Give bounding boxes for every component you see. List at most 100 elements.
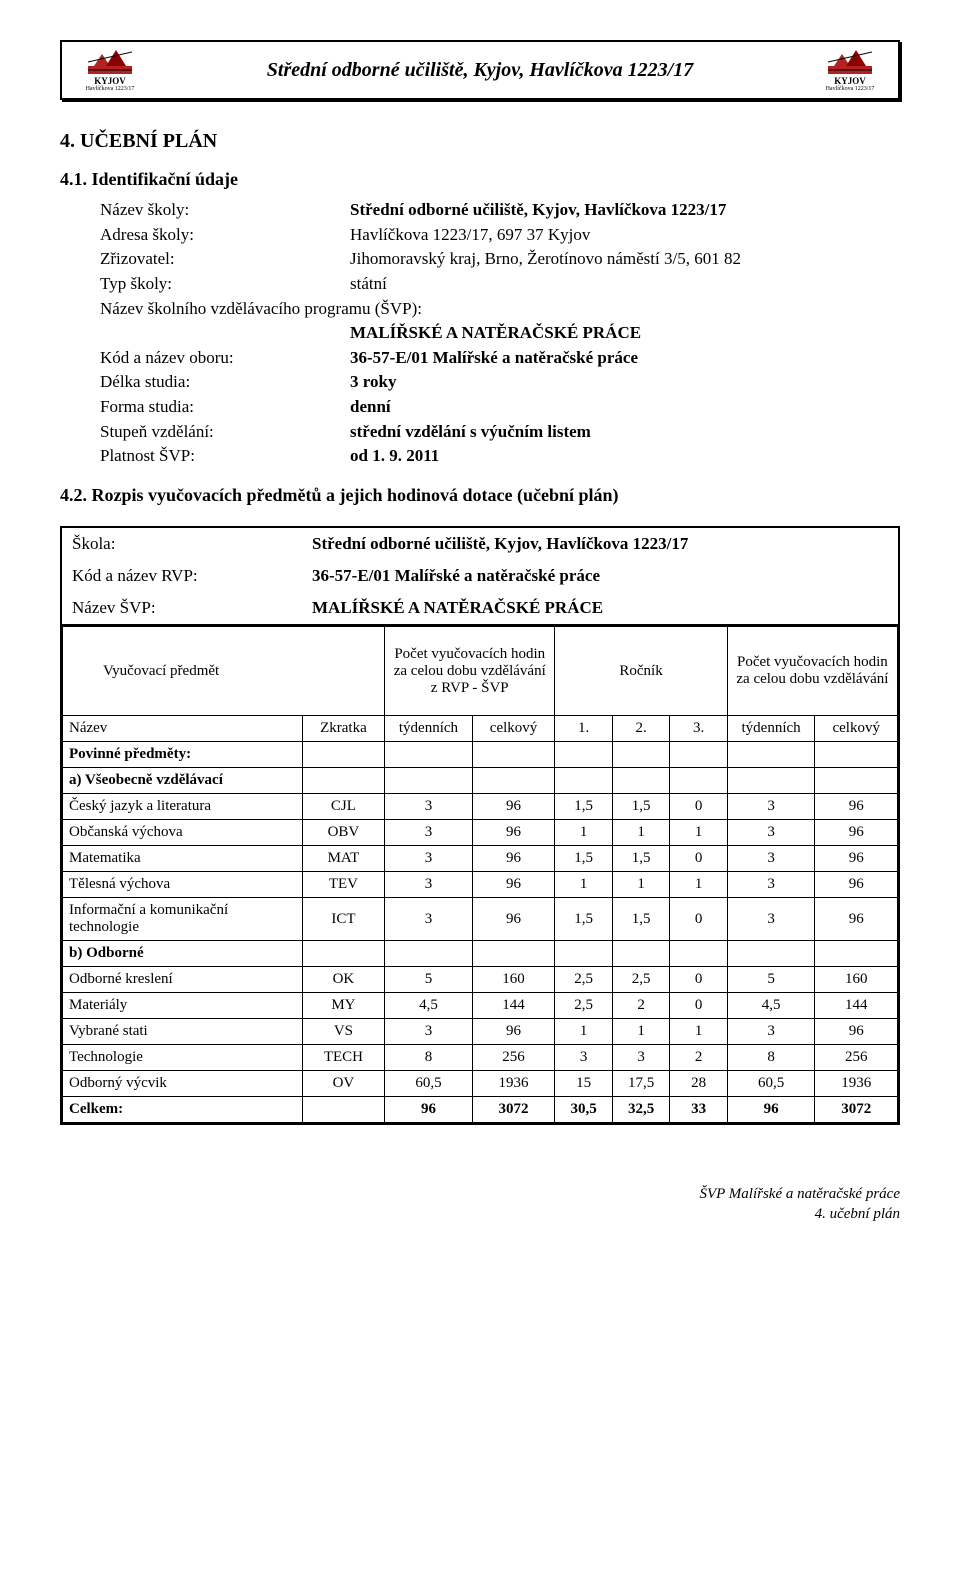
cell: 1,5 bbox=[555, 794, 613, 820]
cell: ICT bbox=[302, 898, 384, 941]
cell: 96 bbox=[472, 820, 555, 846]
cell: 32,5 bbox=[612, 1097, 670, 1123]
th-weekly: týdenních bbox=[385, 716, 473, 742]
info-value: MALÍŘSKÉ A NATĚRAČSKÉ PRÁCE bbox=[302, 592, 899, 625]
cell: 5 bbox=[727, 967, 815, 993]
cell: 0 bbox=[670, 993, 727, 1019]
cell: 3 bbox=[612, 1045, 670, 1071]
cell: Český jazyk a literatura bbox=[63, 794, 303, 820]
cell: 144 bbox=[815, 993, 898, 1019]
ident-grid: Název školy: Střední odborné učiliště, K… bbox=[100, 198, 900, 469]
cell: 3 bbox=[385, 1019, 473, 1045]
cell: 3 bbox=[555, 1045, 613, 1071]
cell: 0 bbox=[670, 967, 727, 993]
th-abbr: Zkratka bbox=[302, 716, 384, 742]
th-group2: Ročník bbox=[555, 627, 727, 716]
cell: 3 bbox=[727, 820, 815, 846]
logo-left: KYJOV Havlíčkova 1223/17 bbox=[70, 46, 150, 94]
th-group1: Počet vyučovacích hodin za celou dobu vz… bbox=[385, 627, 555, 716]
cell: 144 bbox=[472, 993, 555, 1019]
cell: 4,5 bbox=[727, 993, 815, 1019]
footer: ŠVP Malířské a natěračské práce 4. učebn… bbox=[60, 1185, 900, 1224]
th-y1: 1. bbox=[555, 716, 613, 742]
cell: 4,5 bbox=[385, 993, 473, 1019]
footer-line1: ŠVP Malířské a natěračské práce bbox=[60, 1185, 900, 1205]
table-row: Tělesná výchova TEV 3 96 1 1 1 3 96 bbox=[63, 872, 898, 898]
cell: Informační a komunikační technologie bbox=[63, 898, 303, 941]
cell: CJL bbox=[302, 794, 384, 820]
info-value: Střední odborné učiliště, Kyjov, Havlíčk… bbox=[302, 527, 899, 560]
cell: 1 bbox=[670, 1019, 727, 1045]
cell: 1,5 bbox=[555, 898, 613, 941]
cell: 96 bbox=[815, 1019, 898, 1045]
cell: TEV bbox=[302, 872, 384, 898]
ident-value: státní bbox=[350, 272, 900, 297]
cell: 3 bbox=[385, 872, 473, 898]
cell: 60,5 bbox=[385, 1071, 473, 1097]
th-name: Název bbox=[63, 716, 303, 742]
cell: 2 bbox=[670, 1045, 727, 1071]
cell bbox=[302, 1097, 384, 1123]
cell: MAT bbox=[302, 846, 384, 872]
ident-value: 3 roky bbox=[350, 370, 900, 395]
cell: 15 bbox=[555, 1071, 613, 1097]
ident-value: Havlíčkova 1223/17, 697 37 Kyjov bbox=[350, 223, 900, 248]
cell: OBV bbox=[302, 820, 384, 846]
cell: 1 bbox=[612, 872, 670, 898]
cell: 3 bbox=[385, 820, 473, 846]
th-weekly2: týdenních bbox=[727, 716, 815, 742]
cell: Odborný výcvik bbox=[63, 1071, 303, 1097]
table-row: Český jazyk a literatura CJL 3 96 1,5 1,… bbox=[63, 794, 898, 820]
cell: 1936 bbox=[815, 1071, 898, 1097]
cell: Celkem: bbox=[63, 1097, 303, 1123]
info-label: Kód a název RVP: bbox=[61, 560, 302, 592]
ident-label: Forma studia: bbox=[100, 395, 350, 420]
ident-label: Adresa školy: bbox=[100, 223, 350, 248]
table-row: Odborné kreslení OK 5 160 2,5 2,5 0 5 16… bbox=[63, 967, 898, 993]
ident-value: od 1. 9. 2011 bbox=[350, 444, 900, 469]
group-label: a) Všeobecně vzdělávací bbox=[63, 768, 303, 794]
cell: 1 bbox=[670, 820, 727, 846]
cell: 96 bbox=[472, 872, 555, 898]
cell: 1 bbox=[555, 820, 613, 846]
cell: 1,5 bbox=[612, 794, 670, 820]
ident-label: Stupeň vzdělání: bbox=[100, 420, 350, 445]
th-y3: 3. bbox=[670, 716, 727, 742]
cell: TECH bbox=[302, 1045, 384, 1071]
logo-sub: Havlíčkova 1223/17 bbox=[86, 86, 135, 92]
cell: 256 bbox=[815, 1045, 898, 1071]
table-row: Matematika MAT 3 96 1,5 1,5 0 3 96 bbox=[63, 846, 898, 872]
ident-value: Jihomoravský kraj, Brno, Žerotínovo námě… bbox=[350, 247, 900, 272]
footer-line2: 4. učební plán bbox=[60, 1205, 900, 1225]
total-row: Celkem: 96 3072 30,5 32,5 33 96 3072 bbox=[63, 1097, 898, 1123]
ident-label: Délka studia: bbox=[100, 370, 350, 395]
ident-label: Typ školy: bbox=[100, 272, 350, 297]
cell: OK bbox=[302, 967, 384, 993]
ident-value: 36-57-E/01 Malířské a natěračské práce bbox=[350, 346, 900, 371]
cell: 30,5 bbox=[555, 1097, 613, 1123]
logo-right: KYJOV Havlíčkova 1223/17 bbox=[810, 46, 890, 94]
cell: Vybrané stati bbox=[63, 1019, 303, 1045]
cell: 0 bbox=[670, 898, 727, 941]
cell: Technologie bbox=[63, 1045, 303, 1071]
curriculum-table: Vyučovací předmět Počet vyučovacích hodi… bbox=[62, 626, 898, 1123]
cell: 1 bbox=[555, 872, 613, 898]
info-label: Škola: bbox=[61, 527, 302, 560]
cell: 1 bbox=[670, 872, 727, 898]
cell: 96 bbox=[815, 872, 898, 898]
info-label: Název ŠVP: bbox=[61, 592, 302, 625]
svp-value: MALÍŘSKÉ A NATĚRAČSKÉ PRÁCE bbox=[350, 321, 900, 346]
cell: 96 bbox=[472, 1019, 555, 1045]
cell: 3072 bbox=[472, 1097, 555, 1123]
cell: 2,5 bbox=[555, 967, 613, 993]
cell: 33 bbox=[670, 1097, 727, 1123]
th-group3: Počet vyučovacích hodin za celou dobu vz… bbox=[727, 627, 897, 716]
cell: Matematika bbox=[63, 846, 303, 872]
table-row: Informační a komunikační technologie ICT… bbox=[63, 898, 898, 941]
group-label: Povinné předměty: bbox=[63, 742, 303, 768]
header-title: Střední odborné učiliště, Kyjov, Havlíčk… bbox=[150, 59, 810, 82]
ident-value: střední vzdělání s výučním listem bbox=[350, 420, 900, 445]
cell: 3 bbox=[727, 846, 815, 872]
logo-text: KYJOV bbox=[94, 77, 126, 86]
info-block: Škola: Střední odborné učiliště, Kyjov, … bbox=[60, 526, 900, 626]
